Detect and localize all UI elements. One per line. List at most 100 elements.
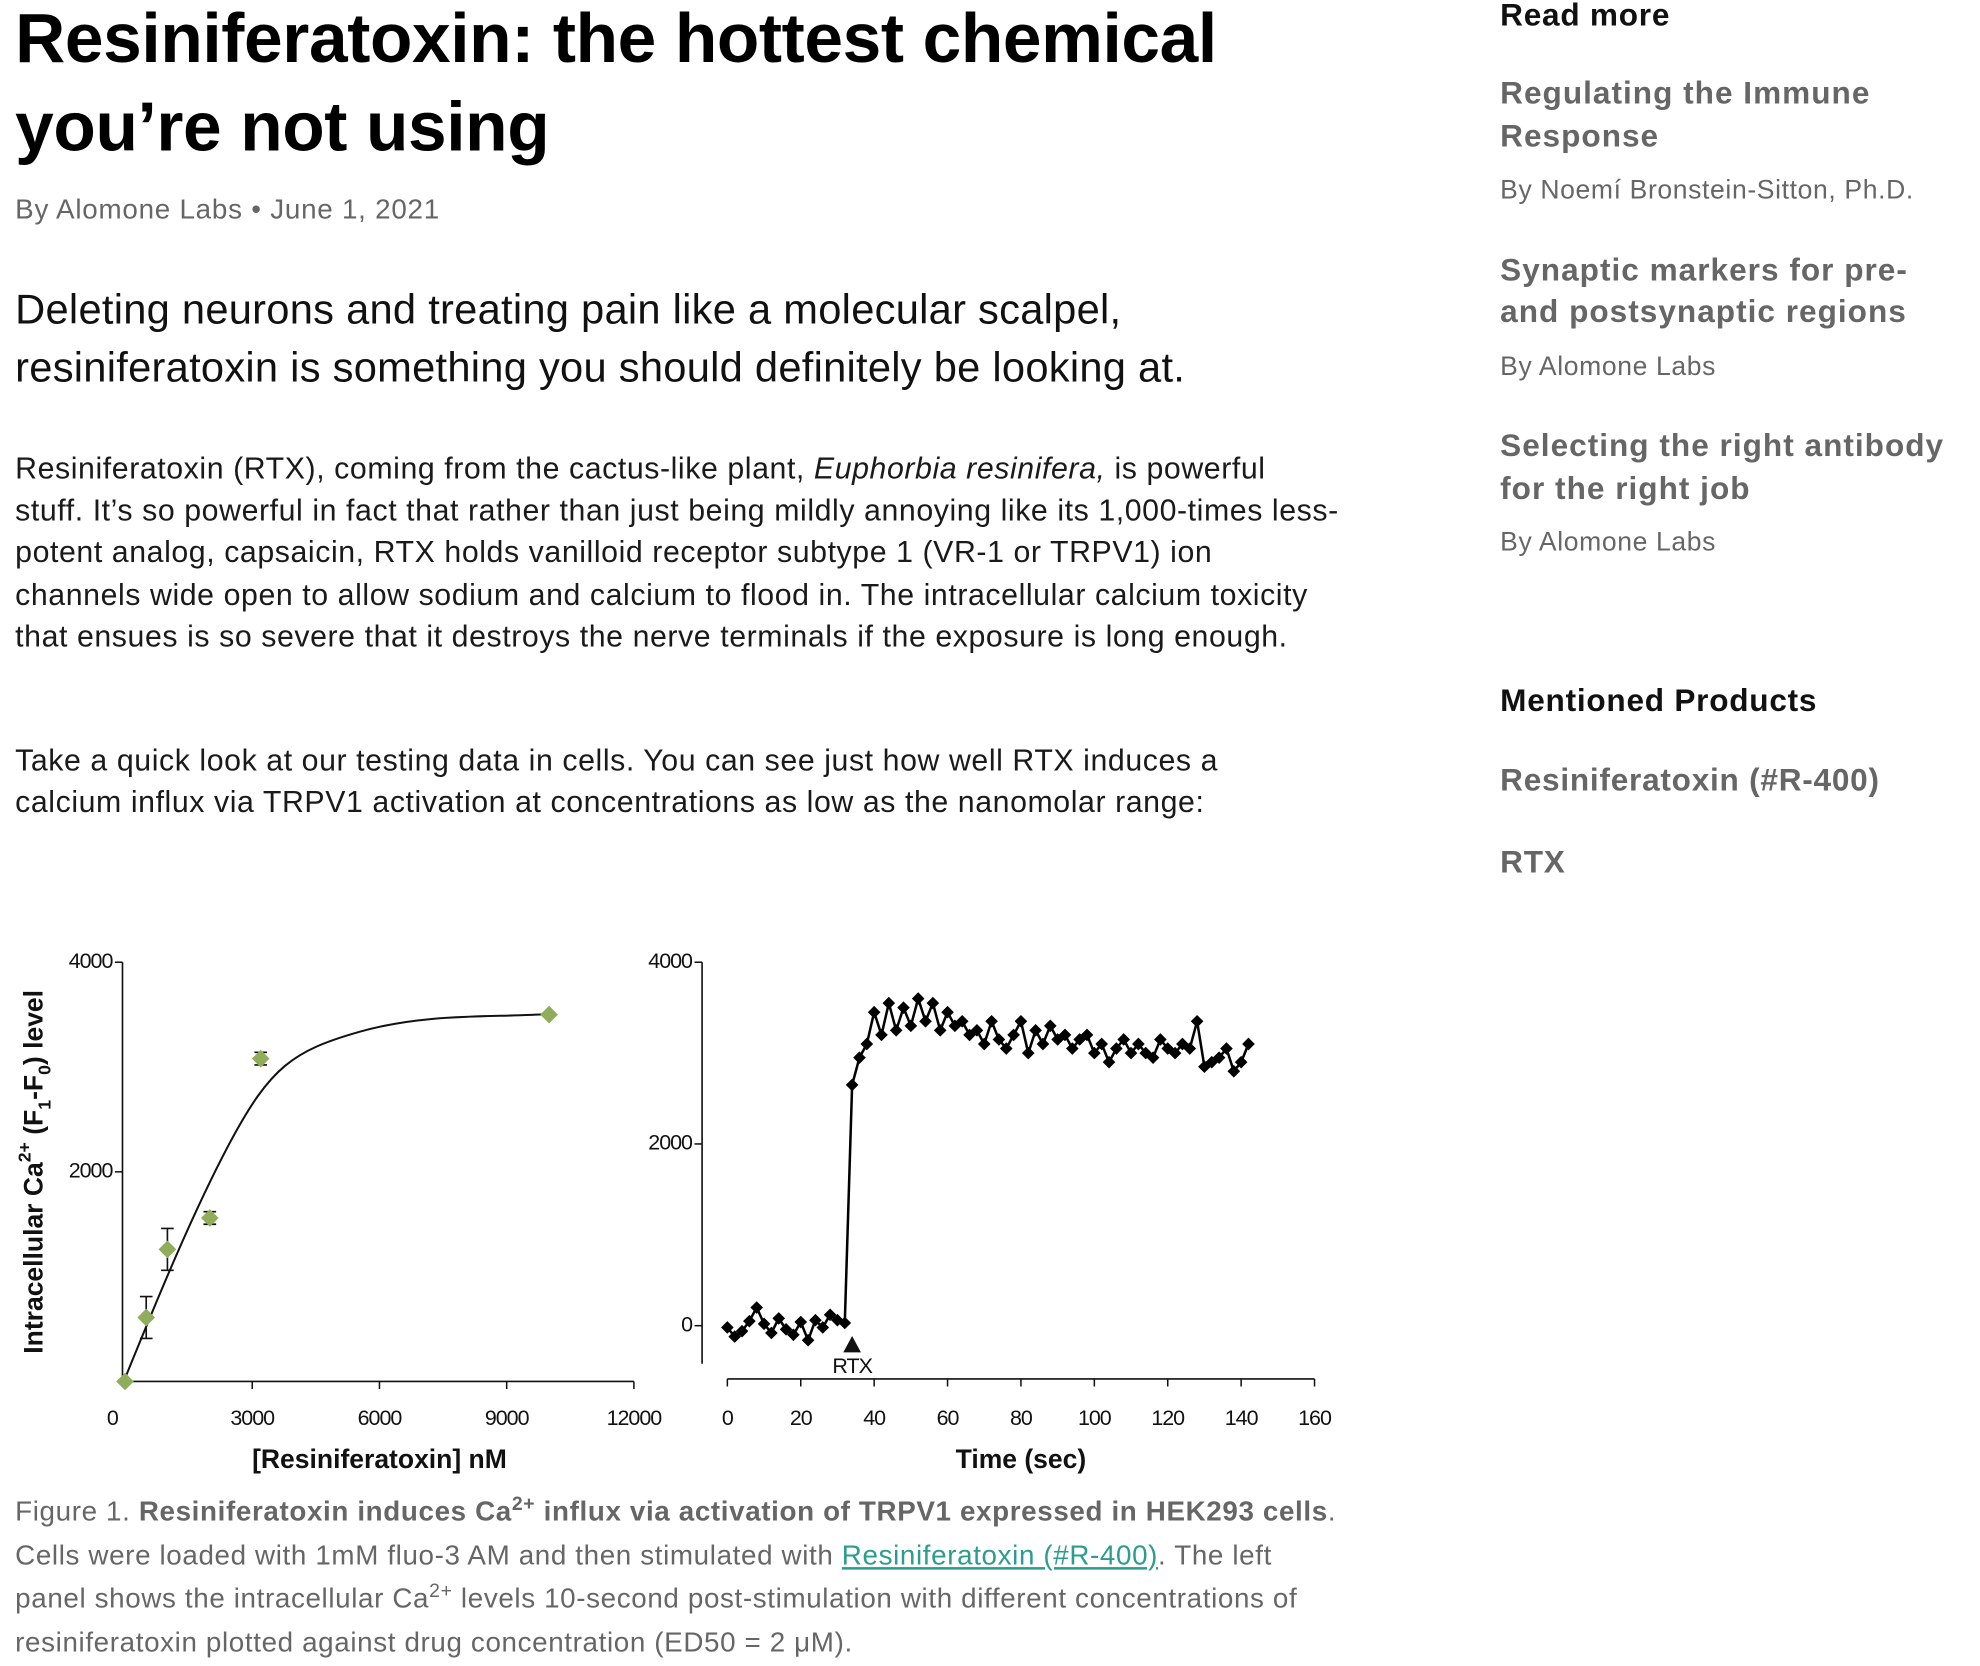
- item-title[interactable]: Regulating the Immune Response: [1500, 75, 1871, 154]
- annotation-marker: [843, 1336, 861, 1353]
- y-axis-title: Intracellular Ca2+ (F1-F0) level: [14, 990, 54, 1354]
- text-run: . The left panel shows the intracellular…: [15, 1538, 1272, 1614]
- data-point: [853, 1051, 866, 1064]
- data-point: [977, 1037, 991, 1051]
- y-title-run: ) level: [18, 990, 48, 1065]
- y-tick-label: 4000: [648, 949, 693, 973]
- item-title[interactable]: Synaptic markers for pre- and postsynapt…: [1500, 251, 1908, 330]
- x-tick-label: 60: [937, 1406, 960, 1430]
- data-point: [1073, 1033, 1086, 1046]
- data-point: [875, 1028, 888, 1042]
- sidebar: Read more Regulating the Immune Response…: [1500, 0, 1980, 1666]
- data-point: [200, 1209, 219, 1227]
- text-run: . Cells were loaded with 1mM fluo-3 AM a…: [15, 1495, 1337, 1571]
- text-run: Figure 1.: [15, 1495, 139, 1527]
- y-title-run: 2+: [14, 1142, 34, 1162]
- item-byline: By Alomone Labs: [1500, 351, 1717, 381]
- x-tick-label: 0: [722, 1406, 734, 1430]
- text-run: 2+: [511, 1493, 536, 1515]
- read-more-item[interactable]: Selecting the right antibody for the rig…: [1500, 426, 1974, 562]
- data-point: [794, 1315, 808, 1329]
- data-point: [919, 1014, 932, 1028]
- separator: •: [251, 193, 262, 225]
- data-point: [1102, 1055, 1116, 1069]
- x-tick-label: 140: [1225, 1406, 1259, 1430]
- data-point: [787, 1328, 800, 1342]
- data-point: [1029, 1024, 1042, 1037]
- data-point: [1190, 1014, 1204, 1028]
- data-point: [904, 1019, 918, 1033]
- y-tick-label: 2000: [69, 1159, 114, 1183]
- text-run: Resiniferatoxin induces Ca: [138, 1495, 512, 1527]
- date: June 1, 2021: [270, 193, 440, 225]
- mentioned-heading: Mentioned Products: [1500, 683, 1818, 719]
- data-point: [116, 1372, 134, 1391]
- paragraph: Resiniferatoxin (RTX), coming from the c…: [15, 448, 1341, 658]
- data-point: [801, 1333, 815, 1347]
- lead: Deleting neurons and treating pain like …: [15, 285, 1186, 391]
- data-point: [1021, 1046, 1035, 1060]
- text-run: Resiniferatoxin (RTX), coming from the c…: [15, 452, 814, 487]
- y-title-run: (F: [18, 1110, 48, 1142]
- data-point: [251, 1049, 270, 1068]
- data-point: [889, 1024, 903, 1037]
- data-point: [867, 1005, 881, 1019]
- y-title-run: 1: [34, 1100, 54, 1110]
- x-tick-label: 3000: [230, 1406, 275, 1430]
- data-point: [1014, 1014, 1028, 1028]
- link[interactable]: Resiniferatoxin (#R-400): [841, 1538, 1159, 1571]
- y-title-run: Intracellular Ca: [18, 1162, 48, 1354]
- read-more-heading: Read more: [1500, 0, 1671, 33]
- data-point: [1117, 1033, 1131, 1046]
- data-point: [721, 1321, 734, 1334]
- figure-caption: Figure 1. Resiniferatoxin induces Ca2+ i…: [15, 1490, 1347, 1664]
- text-run: influx via activation of TRPV1 expressed…: [535, 1495, 1328, 1527]
- x-tick-label: 12000: [607, 1406, 663, 1430]
- text-run: levels 10-second post-stimulation with d…: [15, 1582, 1298, 1658]
- x-tick-label: 9000: [485, 1406, 530, 1430]
- product-link[interactable]: RTX: [1500, 844, 1566, 881]
- data-point: [750, 1301, 764, 1314]
- read-more-item[interactable]: Regulating the Immune Response By Noemí B…: [1500, 73, 1974, 209]
- x-tick-label: 100: [1078, 1406, 1112, 1430]
- read-more-item[interactable]: Synaptic markers for pre- and postsynapt…: [1500, 249, 1974, 385]
- data-point: [1036, 1037, 1050, 1051]
- x-tick-label: 6000: [358, 1406, 403, 1430]
- x-tick-label: 0: [107, 1406, 119, 1430]
- text-run: 2+: [429, 1580, 453, 1603]
- annotation-label: RTX: [832, 1354, 872, 1378]
- data-point: [765, 1326, 778, 1340]
- item-title[interactable]: Selecting the right antibody for the rig…: [1500, 428, 1945, 506]
- data-point: [816, 1321, 830, 1334]
- data-point: [1154, 1033, 1167, 1046]
- paragraph: Take a quick look at our testing data in…: [15, 740, 1240, 824]
- data-point: [1051, 1033, 1064, 1046]
- data-point: [911, 992, 925, 1005]
- y-tick-label: 2000: [648, 1131, 693, 1155]
- y-tick-label: 4000: [69, 949, 114, 973]
- data-point: [1242, 1037, 1255, 1051]
- author: By Alomone Labs: [15, 193, 243, 225]
- data-point: [926, 996, 940, 1010]
- x-tick-label: 20: [790, 1406, 813, 1430]
- y-title-run: 0: [34, 1065, 54, 1075]
- x-tick-label: 160: [1298, 1406, 1332, 1430]
- data-point: [735, 1324, 749, 1338]
- data-point: [1043, 1019, 1057, 1033]
- x-tick-label: 80: [1010, 1406, 1033, 1430]
- x-axis-title: [Resiniferatoxin] nM: [252, 1444, 507, 1474]
- byline: By Alomone Labs • June 1, 2021: [15, 191, 440, 229]
- data-point: [897, 1001, 910, 1014]
- y-tick-label: 0: [681, 1312, 693, 1336]
- text-run: Euphorbia resinifera,: [813, 452, 1106, 487]
- data-point: [158, 1240, 177, 1259]
- product-link[interactable]: Resiniferatoxin (#R-400): [1500, 762, 1880, 799]
- item-byline: By Noemí Bronstein-Sitton, Ph.D.: [1500, 175, 1914, 205]
- x-tick-label: 120: [1151, 1406, 1185, 1430]
- data-point: [1007, 1028, 1020, 1042]
- text-run: Take a quick look at our testing data in…: [15, 743, 1219, 820]
- data-point: [845, 1078, 859, 1092]
